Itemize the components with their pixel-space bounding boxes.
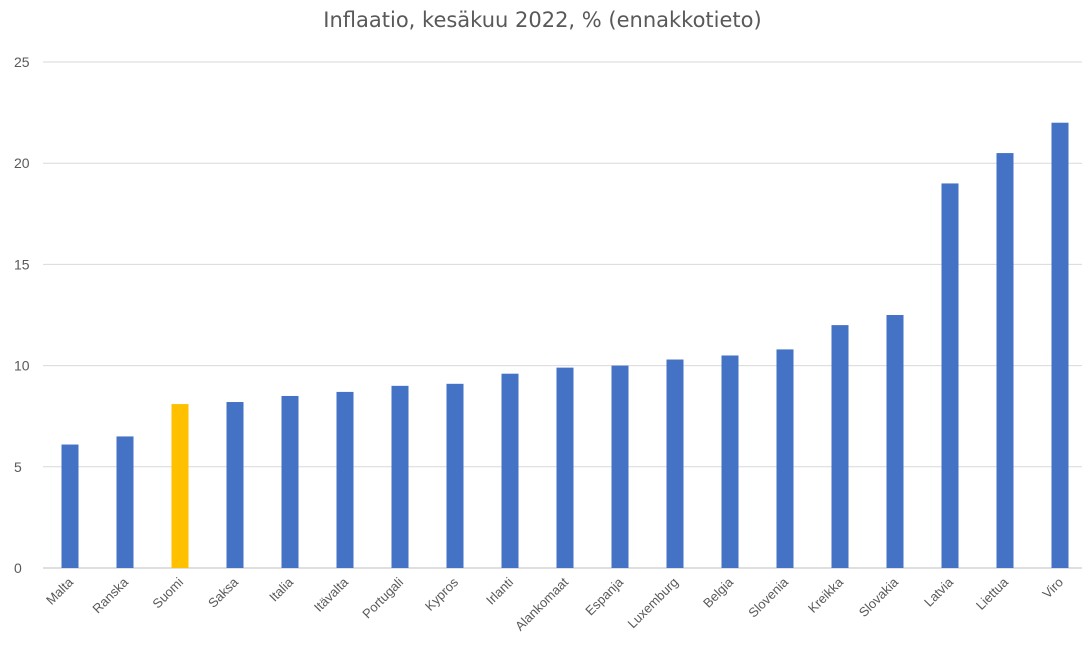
bar-slovakia: [886, 315, 904, 568]
bar-saksa: [226, 402, 244, 568]
x-tick-label: Itävalta: [311, 574, 352, 615]
x-tick-label: Luxemburg: [625, 575, 682, 632]
x-tick-label: Ranska: [89, 574, 131, 616]
y-tick-label: 5: [14, 459, 22, 475]
y-axis-tick-labels: 0 5 10 15 20 25: [14, 54, 30, 576]
x-tick-label: Liettua: [973, 574, 1012, 613]
bar-ranska: [116, 436, 134, 568]
bar-irlanti: [501, 373, 519, 568]
y-tick-label: 10: [14, 358, 30, 374]
y-tick-label: 0: [14, 560, 22, 576]
x-tick-label: Belgia: [700, 574, 737, 611]
bar-latvia: [941, 183, 959, 568]
x-tick-label: Suomi: [149, 574, 186, 611]
y-tick-label: 20: [14, 155, 30, 171]
x-axis-tick-labels: Malta Ranska Suomi Saksa Italia Itävalta Portu…: [43, 574, 1066, 634]
y-tick-label: 25: [14, 54, 30, 70]
x-tick-label: Latvia: [921, 574, 957, 610]
bar-itävalta: [336, 391, 354, 568]
x-tick-label: Italia: [266, 574, 297, 605]
bar-luxemburg: [666, 359, 684, 568]
bar-belgia: [721, 355, 739, 568]
bar-portugali: [391, 385, 409, 568]
bar-kypros: [446, 383, 464, 568]
x-tick-label: Irlanti: [483, 574, 516, 607]
bar-suomi: [171, 404, 189, 568]
bar-slovenia: [776, 349, 794, 568]
bar-espanja: [611, 365, 629, 568]
bars: [61, 122, 1069, 568]
x-tick-label: Slovenia: [745, 574, 791, 620]
x-tick-label: Malta: [43, 574, 77, 608]
y-tick-label: 15: [14, 256, 30, 272]
bar-liettua: [996, 153, 1014, 568]
x-tick-label: Espanja: [582, 574, 626, 618]
x-tick-label: Slovakia: [856, 574, 902, 620]
bar-kreikka: [831, 325, 849, 568]
bar-italia: [281, 395, 299, 568]
chart-title: Inflaatio, kesäkuu 2022, % (ennakkotieto…: [323, 8, 762, 32]
x-tick-label: Portugali: [359, 574, 406, 621]
x-tick-label: Kreikka: [805, 574, 847, 616]
x-tick-label: Viro: [1039, 575, 1066, 602]
bar-alankomaat: [556, 367, 574, 568]
bar-malta: [61, 444, 79, 568]
x-tick-label: Saksa: [205, 574, 242, 611]
x-tick-label: Kypros: [422, 574, 462, 614]
x-tick-label: Alankomaat: [512, 574, 571, 633]
bar-viro: [1051, 122, 1069, 568]
